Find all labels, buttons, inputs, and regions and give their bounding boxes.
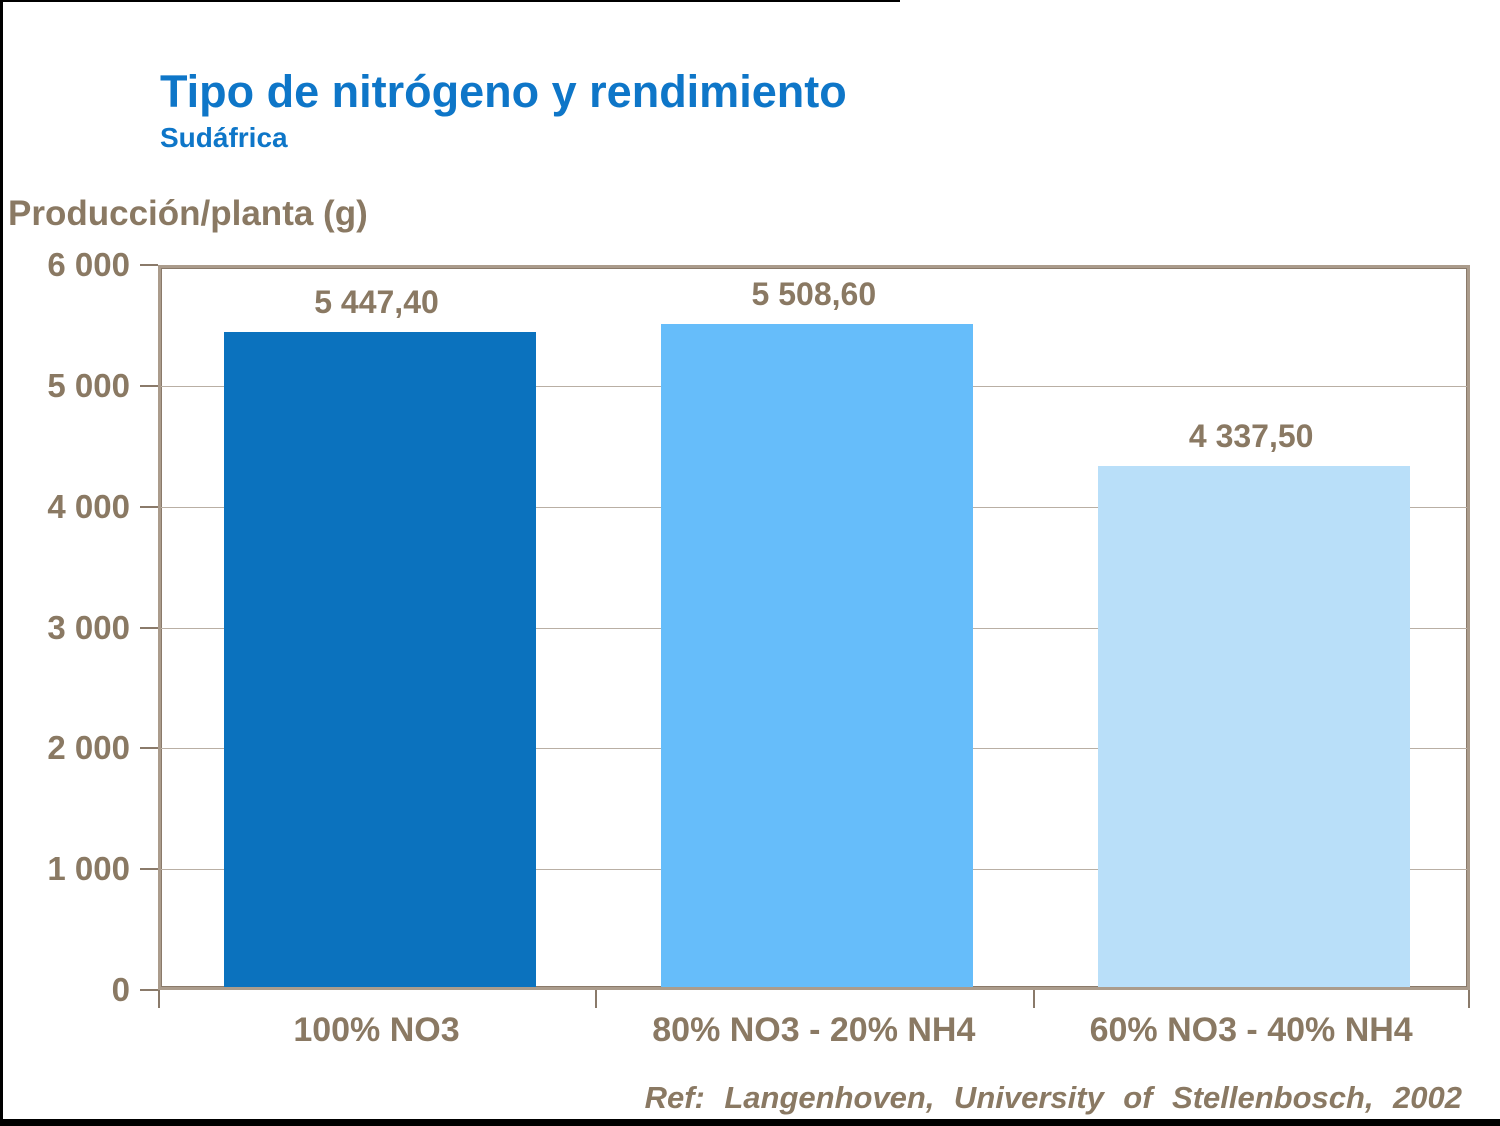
x-category-label: 100% NO3 xyxy=(293,1011,460,1049)
y-tick-mark xyxy=(140,989,158,991)
y-tick-label: 5 000 xyxy=(47,366,130,404)
y-tick-mark xyxy=(140,384,158,387)
x-category-label: 60% NO3 - 40% NH4 xyxy=(1089,1011,1413,1049)
bar-value-label: 4 337,50 xyxy=(1188,417,1314,454)
slide-border-left xyxy=(0,0,3,1126)
slide-border-bottom xyxy=(0,1119,1500,1126)
y-tick-label: 6 000 xyxy=(47,246,130,283)
reference-caption: Ref: Langenhoven, University of Stellenb… xyxy=(644,1080,1462,1115)
chart-title: Tipo de nitrógeno y rendimiento xyxy=(160,66,847,117)
y-tick-label: 1 000 xyxy=(47,850,130,888)
slide-border-top xyxy=(0,0,900,2)
y-tick-mark xyxy=(140,505,158,508)
x-tick-mark xyxy=(1032,990,1035,1008)
plot-area xyxy=(158,265,1470,990)
x-tick-mark xyxy=(595,990,598,1008)
y-axis-title: Producción/planta (g) xyxy=(8,194,368,233)
y-tick-label: 0 xyxy=(111,971,130,1008)
bar-value-label: 5 447,40 xyxy=(314,283,439,320)
y-tick-mark xyxy=(140,626,158,629)
y-tick-mark xyxy=(140,747,158,750)
bar xyxy=(661,324,973,987)
y-tick-mark xyxy=(140,264,158,266)
y-tick-label: 2 000 xyxy=(47,729,130,767)
x-category-label: 80% NO3 - 20% NH4 xyxy=(652,1011,976,1049)
y-tick-label: 4 000 xyxy=(47,487,130,525)
bar-value-label: 5 508,60 xyxy=(751,276,877,313)
x-tick-mark xyxy=(1468,990,1470,1008)
chart-subtitle: Sudáfrica xyxy=(160,122,288,153)
bar xyxy=(223,331,536,987)
y-tick-mark xyxy=(140,868,158,871)
x-tick-mark xyxy=(158,990,160,1008)
bar xyxy=(1098,465,1411,987)
y-tick-label: 3 000 xyxy=(47,608,130,646)
